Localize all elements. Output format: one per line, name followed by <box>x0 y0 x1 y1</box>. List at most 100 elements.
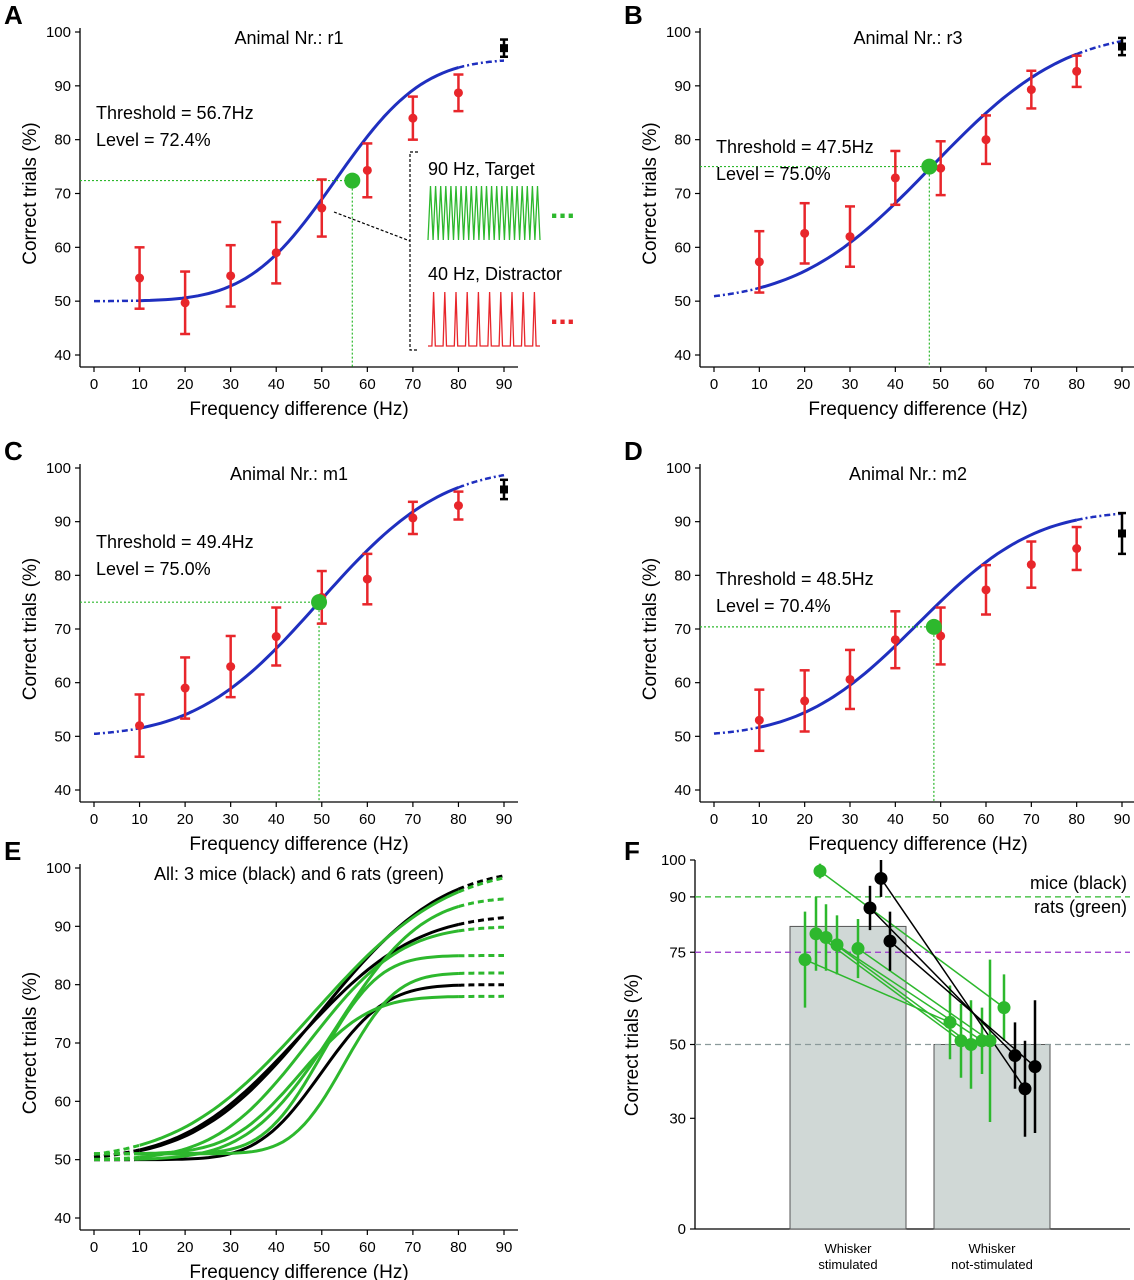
x-tick-label: 90 <box>496 811 513 828</box>
legend-item: mice (black) <box>1030 873 1127 893</box>
data-point <box>226 662 236 672</box>
data-point-rats <box>798 953 812 967</box>
y-tick-label: 100 <box>46 460 71 477</box>
x-tick-label: 30 <box>222 811 239 828</box>
threshold-marker <box>921 158 938 175</box>
curve-extrapolation-left <box>94 1155 140 1161</box>
fit-extrapolation-right <box>1076 39 1123 56</box>
threshold-label: Threshold = 48.5Hz <box>716 569 874 589</box>
threshold-label: Threshold = 49.4Hz <box>96 532 254 552</box>
fit-extrapolation-right <box>458 59 504 69</box>
threshold-marker <box>311 594 328 611</box>
data-point <box>754 715 764 725</box>
y-tick-label: 60 <box>54 239 71 256</box>
bar-whisker-stimulated <box>789 925 907 1230</box>
fit-extrapolation-left <box>713 286 760 298</box>
curve-extrapolation-right <box>458 925 504 933</box>
data-point-rats <box>997 1001 1011 1015</box>
curve-mice <box>139 887 459 1153</box>
x-tick-label: 20 <box>177 811 194 828</box>
y-axis-label: Correct trials (%) <box>20 558 41 701</box>
data-point <box>845 232 855 242</box>
data-point <box>981 135 991 145</box>
data-point-mice <box>1028 1060 1042 1074</box>
data-point-rats <box>819 930 833 944</box>
x-tick-label: 40 <box>887 376 904 393</box>
x-tick-label: 70 <box>1023 376 1040 393</box>
fit-curve <box>758 518 1078 729</box>
x-tick-label: 90 <box>1114 811 1131 828</box>
y-tick-label: 90 <box>674 514 691 531</box>
x-axis-label: Frequency difference (Hz) <box>808 399 1027 420</box>
data-point <box>362 574 372 584</box>
x-tick-label: 10 <box>751 376 768 393</box>
fit-curve <box>139 486 459 730</box>
panel-b: 0 10 20 30 40 50 60 70 80 90 40 50 60 70 80 90 100 Freque… <box>640 24 1134 420</box>
category-label: Whisker <box>825 1241 873 1256</box>
y-tick-label: 60 <box>54 675 71 692</box>
y-tick-label: 80 <box>54 567 71 584</box>
y-tick-label: 60 <box>54 1093 71 1110</box>
chart-title: Animal Nr.: r1 <box>234 28 343 48</box>
pair-line <box>836 944 983 1042</box>
curve-rats <box>139 972 459 1156</box>
y-tick-label: 60 <box>674 239 691 256</box>
fit-curve <box>758 52 1078 290</box>
target-continuation: ... <box>550 192 575 225</box>
data-point <box>271 632 281 642</box>
data-point <box>317 203 327 213</box>
x-tick-label: 80 <box>450 1239 467 1256</box>
fit-extrapolation-right <box>457 473 505 489</box>
distractor-continuation: ... <box>550 298 575 331</box>
x-tick-label: 60 <box>978 811 995 828</box>
fit-curve <box>139 66 459 303</box>
data-point <box>453 88 463 98</box>
x-tick-label: 60 <box>359 811 376 828</box>
distractor-waveform <box>428 291 540 347</box>
x-tick-label: 30 <box>842 811 859 828</box>
curve-extrapolation-right <box>457 876 505 894</box>
x-tick-label: 0 <box>90 376 98 393</box>
pair-line <box>880 878 1026 1090</box>
pair-line <box>889 940 1036 1068</box>
y-axis-label: Correct trials (%) <box>622 974 643 1117</box>
data-point-rats <box>943 1015 957 1029</box>
panel-label-c: C <box>4 436 23 466</box>
category-label: not-stimulated <box>951 1257 1033 1272</box>
x-tick-label: 50 <box>313 376 330 393</box>
x-tick-label: 80 <box>450 811 467 828</box>
x-tick-label: 80 <box>1068 376 1085 393</box>
x-tick-label: 90 <box>1114 376 1131 393</box>
data-point <box>180 298 190 308</box>
data-point <box>936 163 946 173</box>
x-tick-label: 40 <box>268 1239 285 1256</box>
bar-whisker-not-stimulated <box>933 1044 1051 1230</box>
y-tick-label: 40 <box>54 782 71 799</box>
data-point <box>408 113 418 123</box>
data-point <box>754 257 764 267</box>
target-waveform <box>427 185 541 241</box>
x-tick-label: 40 <box>887 811 904 828</box>
data-point <box>362 165 372 175</box>
curve-extrapolation-right <box>458 897 504 909</box>
y-tick-label: 100 <box>666 24 691 41</box>
y-tick-label: 40 <box>674 782 691 799</box>
control-point <box>1118 529 1126 538</box>
x-tick-label: 20 <box>796 811 813 828</box>
x-tick-label: 40 <box>268 811 285 828</box>
y-axis-label: Correct trials (%) <box>640 122 661 265</box>
panel-label-e: E <box>4 836 21 866</box>
data-point <box>180 683 190 693</box>
x-tick-label: 30 <box>222 376 239 393</box>
data-point-mice <box>1018 1082 1032 1096</box>
data-point <box>135 273 145 283</box>
x-tick-label: 50 <box>313 1239 330 1256</box>
data-point <box>226 271 236 281</box>
panel-d: 0 10 20 30 40 50 60 70 80 90 40 50 60 70 80 90 100 Freque… <box>640 460 1134 855</box>
data-point <box>890 173 900 183</box>
panel-label-b: B <box>624 0 643 30</box>
y-tick-label: 60 <box>674 675 691 692</box>
data-point <box>981 585 991 595</box>
